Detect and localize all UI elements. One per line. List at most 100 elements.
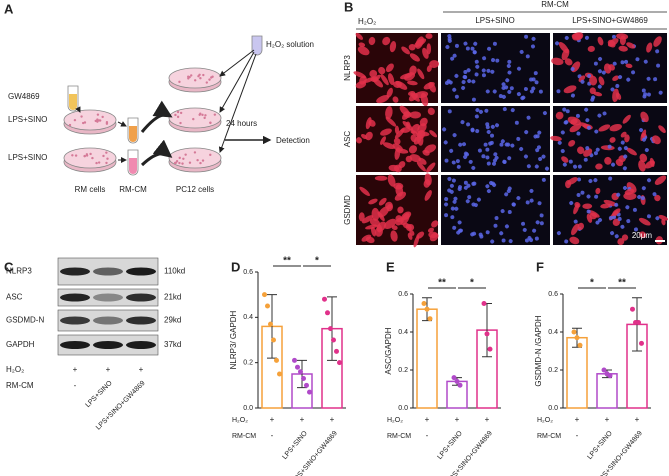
cell-stain: [588, 178, 593, 183]
cell-stain: [485, 125, 490, 130]
cell-stain: [501, 82, 506, 87]
cell: [94, 119, 97, 123]
cell: [68, 123, 72, 127]
cell-stain: [470, 232, 475, 237]
cell-stain: [408, 145, 418, 154]
cell-stain: [427, 227, 435, 233]
cell-stain: [577, 222, 585, 231]
data-point: [277, 371, 282, 377]
cell-stain: [380, 74, 389, 86]
c-row-label: RM-CM: [6, 381, 34, 390]
cell: [187, 77, 190, 80]
cell-stain: [527, 235, 532, 240]
cell-stain: [478, 109, 483, 114]
cell-stain: [486, 129, 491, 134]
cell-stain: [392, 96, 399, 103]
cell: [95, 161, 98, 165]
cell-stain: [617, 238, 625, 246]
cell-stain: [585, 146, 590, 151]
a-reagent: GW4869: [8, 92, 40, 101]
cell-stain: [567, 177, 578, 185]
cell-stain: [507, 210, 512, 215]
cell-stain: [482, 56, 487, 61]
cell-stain: [626, 77, 631, 82]
cell: [203, 116, 206, 120]
cell-stain: [452, 133, 457, 138]
cell: [196, 158, 199, 162]
significance-label: **: [618, 278, 626, 289]
a-solution: H₂O₂ solution: [266, 40, 314, 49]
y-tick-label: 0.2: [548, 367, 558, 374]
cell-stain: [475, 129, 480, 134]
cell-stain: [443, 140, 448, 145]
cell-stain: [466, 122, 471, 127]
c-h2o2: +: [139, 365, 144, 374]
cell-stain: [556, 89, 561, 94]
cell-stain: [608, 64, 616, 71]
data-point: [427, 316, 433, 322]
cell-stain: [444, 158, 449, 163]
cell-stain: [564, 239, 569, 244]
cell-stain: [544, 166, 549, 171]
cell-stain: [444, 197, 449, 202]
data-point: [457, 382, 463, 388]
cell-stain: [463, 75, 468, 80]
cell-stain: [457, 220, 462, 225]
data-point: [487, 346, 493, 352]
cell-stain: [624, 59, 629, 64]
cell-stain: [541, 154, 546, 159]
cell-stain: [639, 153, 648, 163]
cell-stain: [563, 120, 568, 125]
cell-stain: [389, 41, 397, 53]
cell-stain: [501, 94, 506, 99]
cell-stain: [656, 63, 661, 68]
cell-stain: [529, 198, 534, 203]
cell-stain: [561, 48, 570, 61]
cell: [201, 113, 204, 117]
cell-stain: [571, 223, 580, 236]
cell-stain: [484, 108, 489, 113]
cell: [91, 156, 94, 160]
cell-stain: [616, 192, 621, 197]
cell-stain: [617, 146, 622, 151]
cell-stain: [625, 63, 633, 69]
c-size: 29kd: [164, 316, 181, 325]
cell-stain: [507, 70, 512, 75]
cell-stain: [520, 96, 525, 101]
cell-stain: [637, 195, 642, 200]
cell-stain: [357, 46, 370, 56]
cell-stain: [447, 34, 452, 39]
cell-stain: [587, 45, 595, 52]
h2o2-sign: +: [605, 415, 610, 424]
cell-stain: [533, 134, 538, 139]
cell-stain: [607, 38, 619, 47]
cell-stain: [493, 223, 498, 228]
cell-stain: [556, 231, 561, 236]
cell-stain: [598, 124, 611, 132]
cell-stain: [462, 142, 467, 147]
a-caption: PC12 cells: [176, 185, 214, 194]
cell-stain: [452, 53, 457, 58]
cell-stain: [598, 218, 603, 223]
band: [60, 267, 90, 276]
cell-stain: [609, 123, 622, 132]
cell-stain: [574, 33, 581, 40]
row-label: H₂O₂: [232, 417, 248, 424]
cell-stain: [565, 109, 570, 114]
cell-stain: [578, 75, 586, 82]
data-point: [454, 378, 460, 384]
cell-stain: [499, 231, 504, 236]
cell-stain: [490, 133, 495, 138]
cell-stain: [537, 201, 542, 206]
cell-stain: [620, 140, 625, 145]
y-tick-label: 0.6: [548, 291, 558, 298]
data-point: [630, 306, 635, 312]
arrow: [75, 106, 81, 113]
cell-stain: [414, 91, 429, 99]
cell-stain: [488, 141, 493, 146]
b-group-header: RM-CM: [541, 0, 569, 9]
cell-stain: [586, 209, 591, 214]
significance-label: *: [590, 278, 594, 289]
cell-stain: [422, 47, 429, 59]
y-axis-label: NLRP3/ GAPDH: [229, 310, 238, 369]
